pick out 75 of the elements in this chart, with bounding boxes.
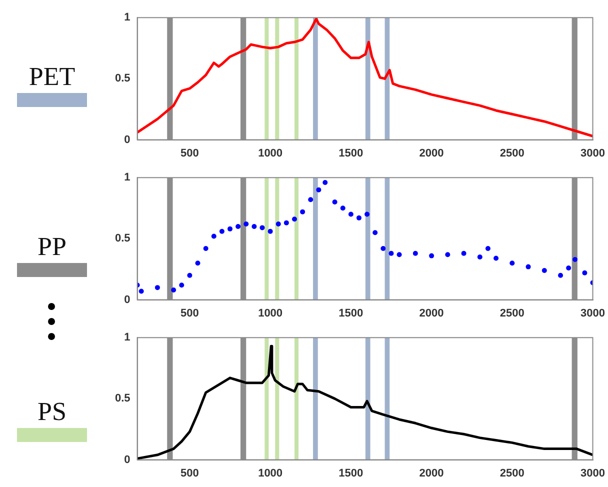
point [461,250,466,256]
y-tick-label: 0 [124,294,130,306]
point [380,246,386,251]
point [494,256,499,261]
x-tick-label: 2500 [500,147,524,160]
point [429,253,434,258]
point [236,224,241,229]
x-tick-label: 2500 [500,467,524,480]
x-tick-label: 1500 [338,147,364,160]
y-tick-label: 0.5 [114,72,130,85]
point [138,288,144,294]
x-tick-label: 2000 [419,307,444,320]
point [340,206,346,211]
point [154,285,160,290]
point [332,200,338,205]
point [179,282,184,288]
y-tick-label: 0 [124,454,130,466]
x-tick-label: 1500 [338,467,364,480]
point [187,272,192,278]
x-tick-label: 3000 [580,147,606,160]
point [316,187,322,192]
point [195,260,200,266]
y-tick-label: 1 [124,332,130,344]
point [412,250,418,256]
point [572,256,578,262]
x-tick-label: 2500 [500,307,524,320]
x-tick-label: 1500 [338,307,364,320]
x-tick-label: 1000 [258,147,283,160]
x-tick-label: 2000 [419,467,444,480]
point [292,216,297,222]
point [203,246,208,251]
point [510,260,515,266]
point [558,272,564,278]
point [284,220,289,226]
x-tick-label: 3000 [580,307,606,320]
y-tick-label: 0 [124,134,130,146]
point [396,252,402,258]
point [542,268,547,273]
x-tick-label: 1000 [258,307,283,320]
x-tick-label: 1000 [258,467,283,480]
x-tick-label: 500 [180,147,199,160]
x-tick-label: 500 [180,467,199,480]
category-label: PET [28,62,76,91]
point [388,250,394,256]
point [268,228,273,234]
y-tick-label: 0.5 [114,232,130,245]
point [566,266,572,271]
point [300,209,306,214]
point [356,215,362,220]
point [244,222,249,227]
point [582,270,588,276]
y-tick-label: 1 [124,172,130,184]
point [322,180,328,185]
y-tick-label: 0.5 [114,392,130,405]
point [252,224,257,229]
point [445,252,450,258]
x-tick-label: 2000 [419,147,444,160]
category-label: PS [36,397,68,426]
point [228,226,232,232]
point [276,222,281,227]
point [219,228,224,234]
point [364,212,370,217]
point [526,264,531,270]
point [485,246,490,251]
point [372,230,378,236]
point [477,254,482,260]
point [260,225,265,230]
point [171,288,176,293]
point [308,197,314,202]
category-label: PP [36,232,68,261]
point [348,212,354,217]
x-tick-label: 3000 [580,467,606,480]
y-tick-label: 1 [124,12,130,24]
x-tick-label: 500 [180,307,199,320]
point [211,234,216,239]
